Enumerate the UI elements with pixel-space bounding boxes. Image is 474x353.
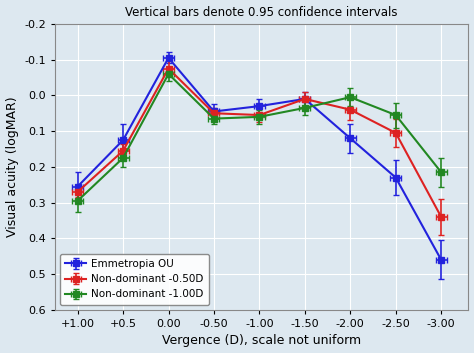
X-axis label: Vergence (D), scale not uniform: Vergence (D), scale not uniform [162, 334, 361, 347]
Y-axis label: Visual acuity (logMAR): Visual acuity (logMAR) [6, 97, 18, 237]
Legend: Emmetropia OU, Non-dominant -0.50D, Non-dominant -1.00D: Emmetropia OU, Non-dominant -0.50D, Non-… [60, 254, 209, 305]
Title: Vertical bars denote 0.95 confidence intervals: Vertical bars denote 0.95 confidence int… [126, 6, 398, 19]
